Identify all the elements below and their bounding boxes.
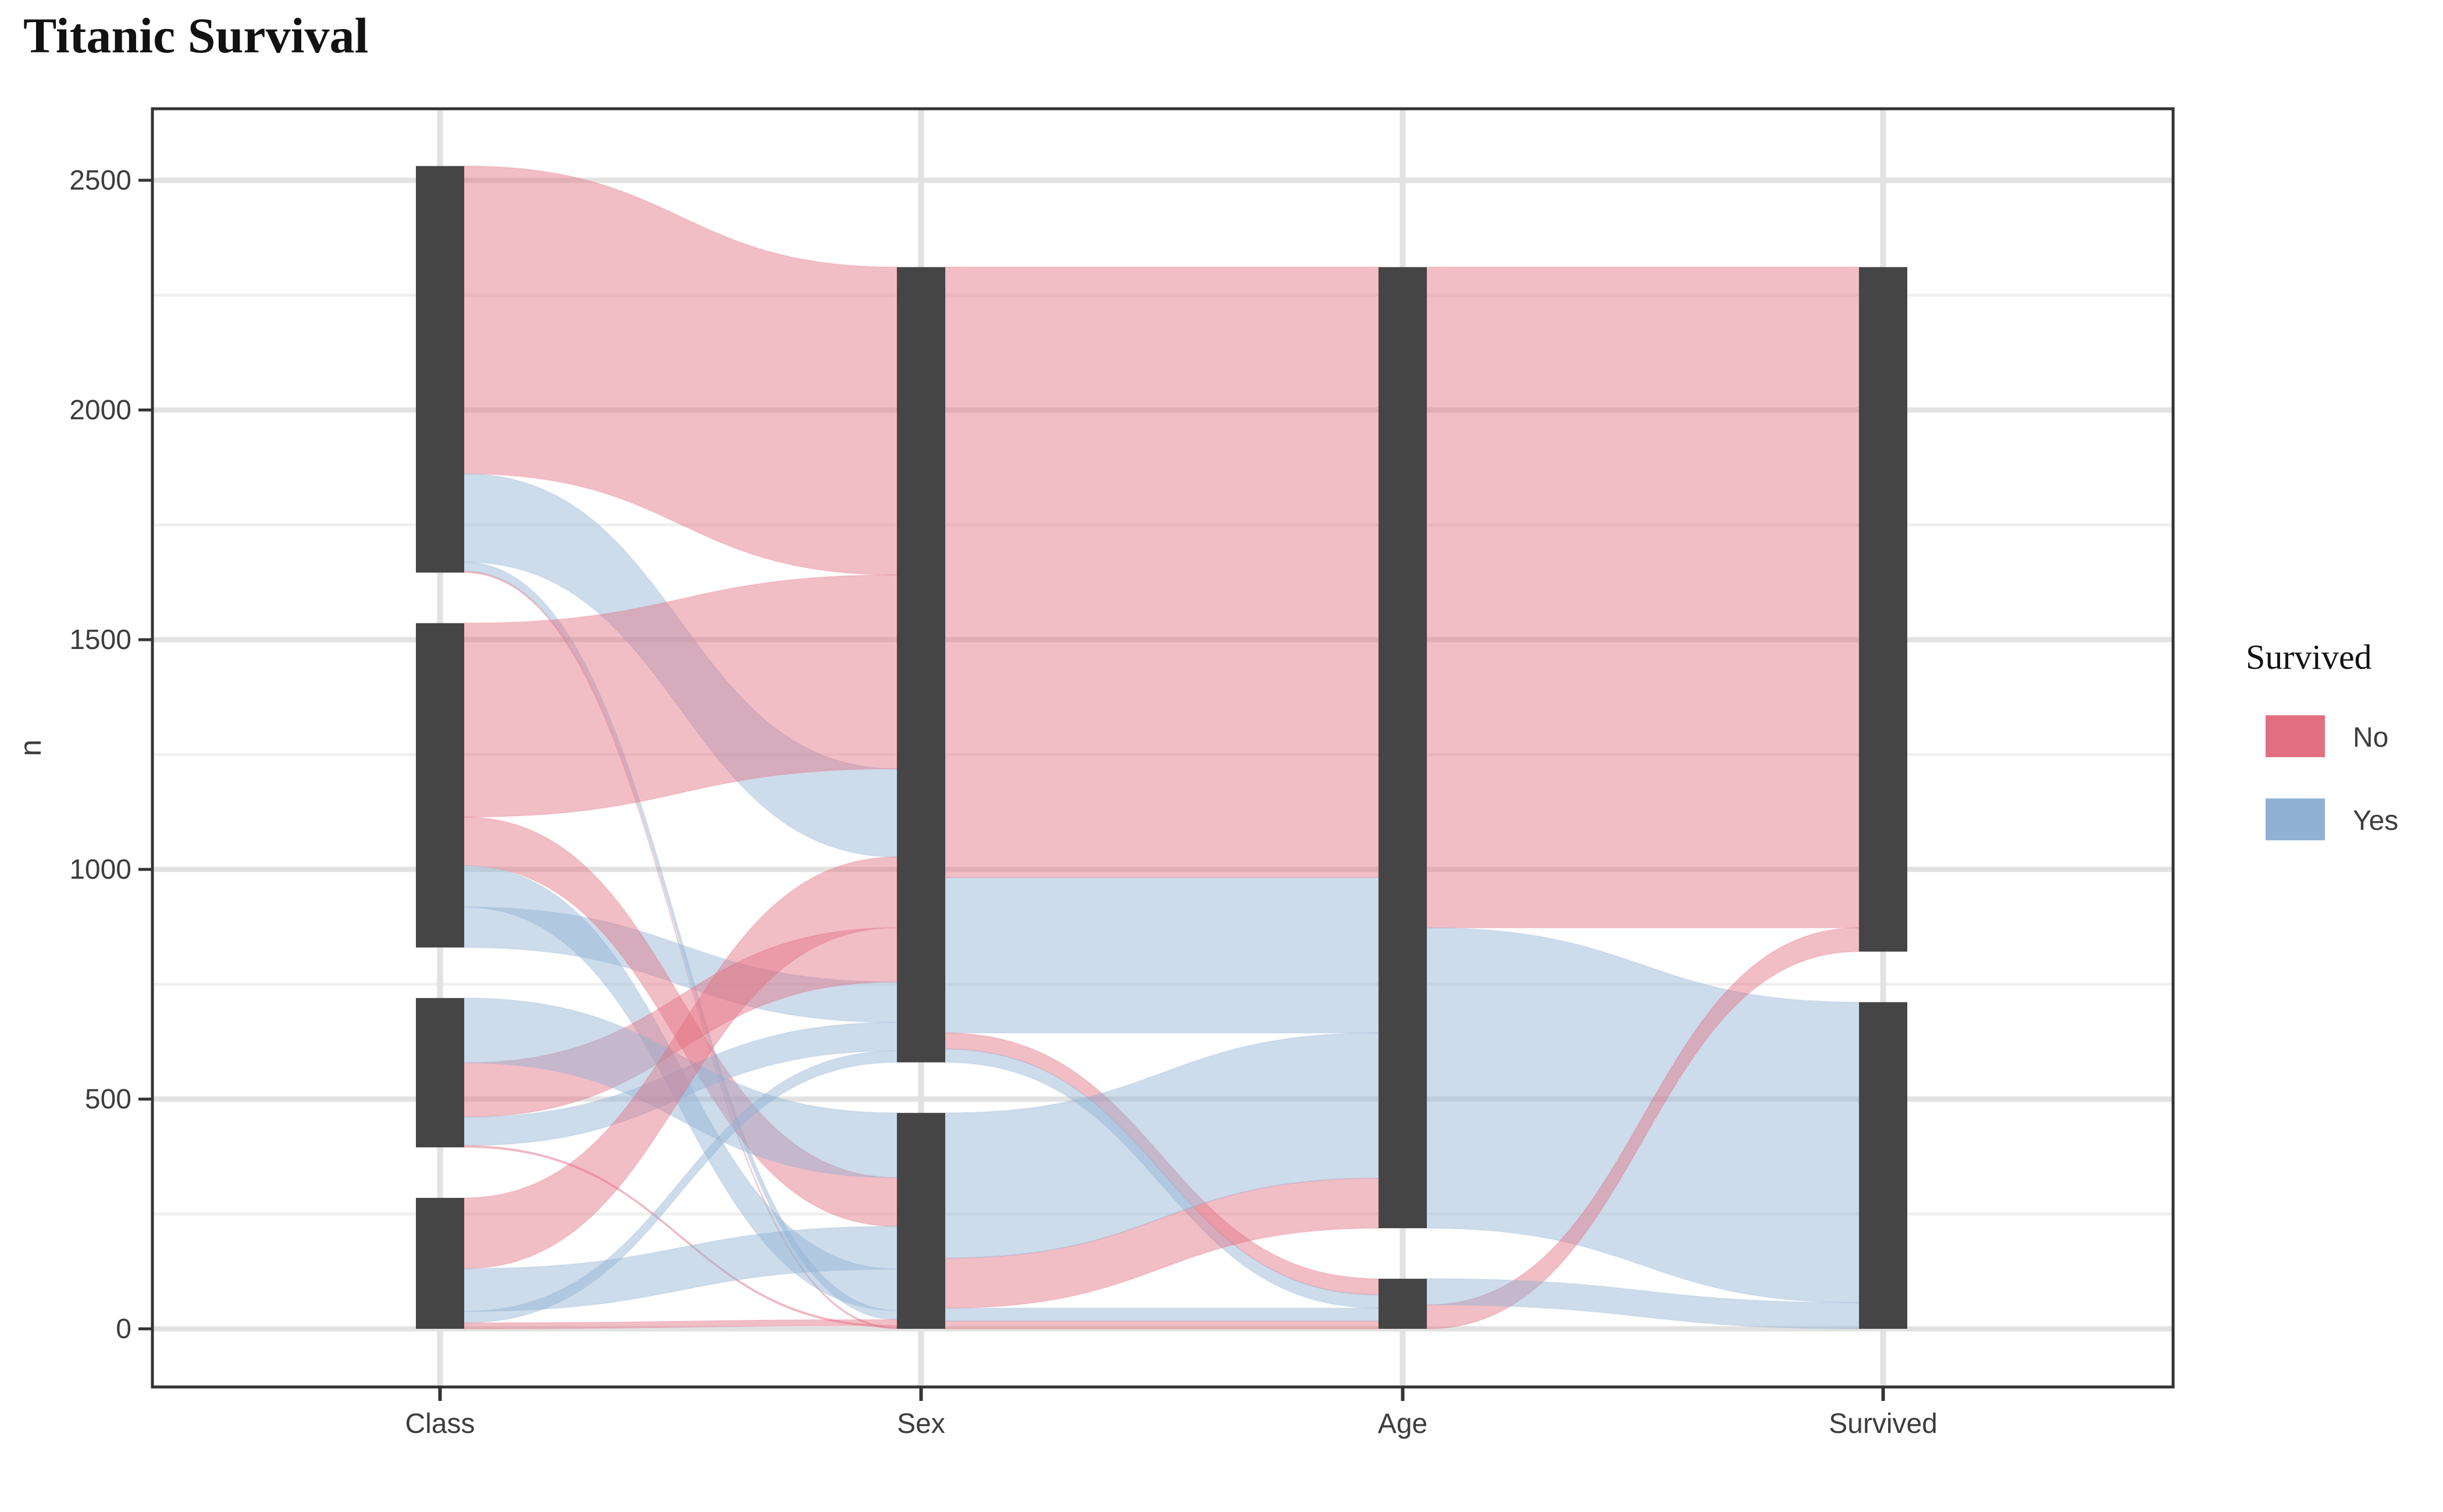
stratum-class-second (416, 1197, 464, 1329)
y-axis-title: n (14, 740, 48, 757)
flow-age-adult-to-no-no (1426, 266, 1860, 929)
legend-item-no: No (2266, 715, 2388, 757)
minor-gridlines (152, 294, 2173, 1215)
stratum-survived-yes (1859, 1002, 1907, 1329)
legend-title: Survived (2246, 638, 2372, 676)
stratum-age-child (1379, 1278, 1427, 1329)
x-tick-label-survived: Survived (1829, 1408, 1938, 1439)
stratum-class-crew (416, 166, 464, 573)
y-tick-label: 500 (85, 1084, 131, 1115)
strata-bars (416, 166, 1907, 1329)
legend: Survived No Yes (2246, 638, 2398, 840)
legend-swatch-no-icon (2266, 715, 2325, 757)
y-tick-label: 2000 (69, 395, 131, 426)
y-tick-label: 1000 (69, 854, 131, 885)
stratum-sex-male (897, 267, 945, 1062)
x-axis-ticks: Class Sex Age Survived (405, 1387, 1938, 1439)
flow-sex-male-to-adult-yes (945, 877, 1379, 1034)
y-axis-ticks: 0 500 1000 1500 2000 2500 (69, 165, 152, 1345)
major-gridlines (152, 177, 2173, 1332)
x-tick-label-age: Age (1378, 1408, 1427, 1439)
y-tick-label: 2500 (69, 165, 131, 196)
stratum-class-first (416, 998, 464, 1147)
legend-item-yes: Yes (2266, 798, 2398, 840)
legend-label-yes: Yes (2353, 805, 2398, 836)
y-tick-label: 0 (116, 1314, 131, 1345)
flow-sex-female-to-child-no (945, 1320, 1379, 1330)
alluvial-flows (464, 165, 1860, 1330)
legend-swatch-yes-icon (2266, 798, 2325, 840)
flow-sex-female-to-child-yes (945, 1307, 1379, 1322)
stratum-survived-no (1859, 267, 1907, 952)
stratum-class-third (416, 623, 464, 948)
flow-age-child-to-no-no (1426, 927, 1860, 1330)
panel-border (151, 107, 2175, 1389)
x-tick-label-sex: Sex (897, 1408, 945, 1439)
legend-label-no: No (2353, 722, 2388, 753)
y-tick-label: 1500 (69, 625, 131, 655)
x-tick-label-class: Class (405, 1408, 475, 1439)
stratum-age-adult (1379, 267, 1427, 1228)
stratum-sex-female (897, 1112, 945, 1329)
flow-sex-male-to-adult-no (945, 266, 1379, 879)
plot-title: Titanic Survival (23, 8, 368, 63)
